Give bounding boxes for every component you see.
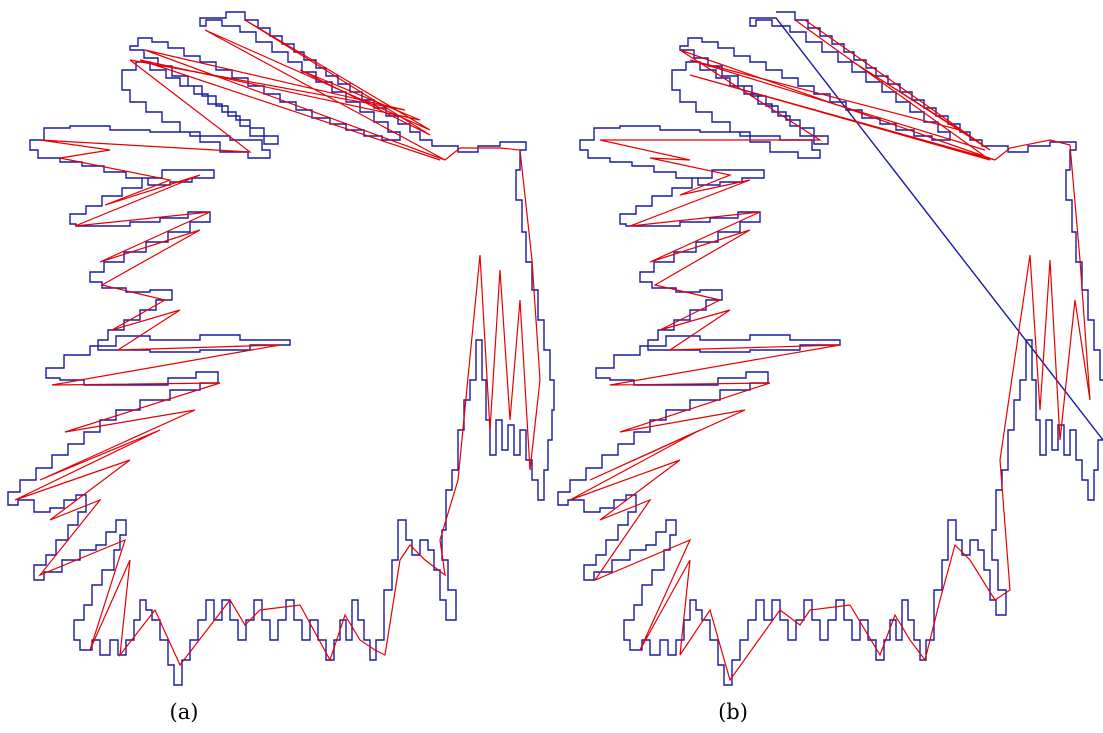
polygonal-approximation-b <box>569 19 1091 682</box>
polygonal-approximation-a-upper <box>139 19 441 161</box>
panel-b <box>557 11 1103 686</box>
digital-contour-b <box>557 11 1103 686</box>
polygonal-approximation-b-upper <box>689 19 991 151</box>
polygonal-approximation-a <box>14 19 541 667</box>
digital-contour-a <box>7 11 555 686</box>
panel-a <box>7 11 555 686</box>
caption-b: (b) <box>718 700 748 724</box>
caption-a: (a) <box>169 700 199 724</box>
